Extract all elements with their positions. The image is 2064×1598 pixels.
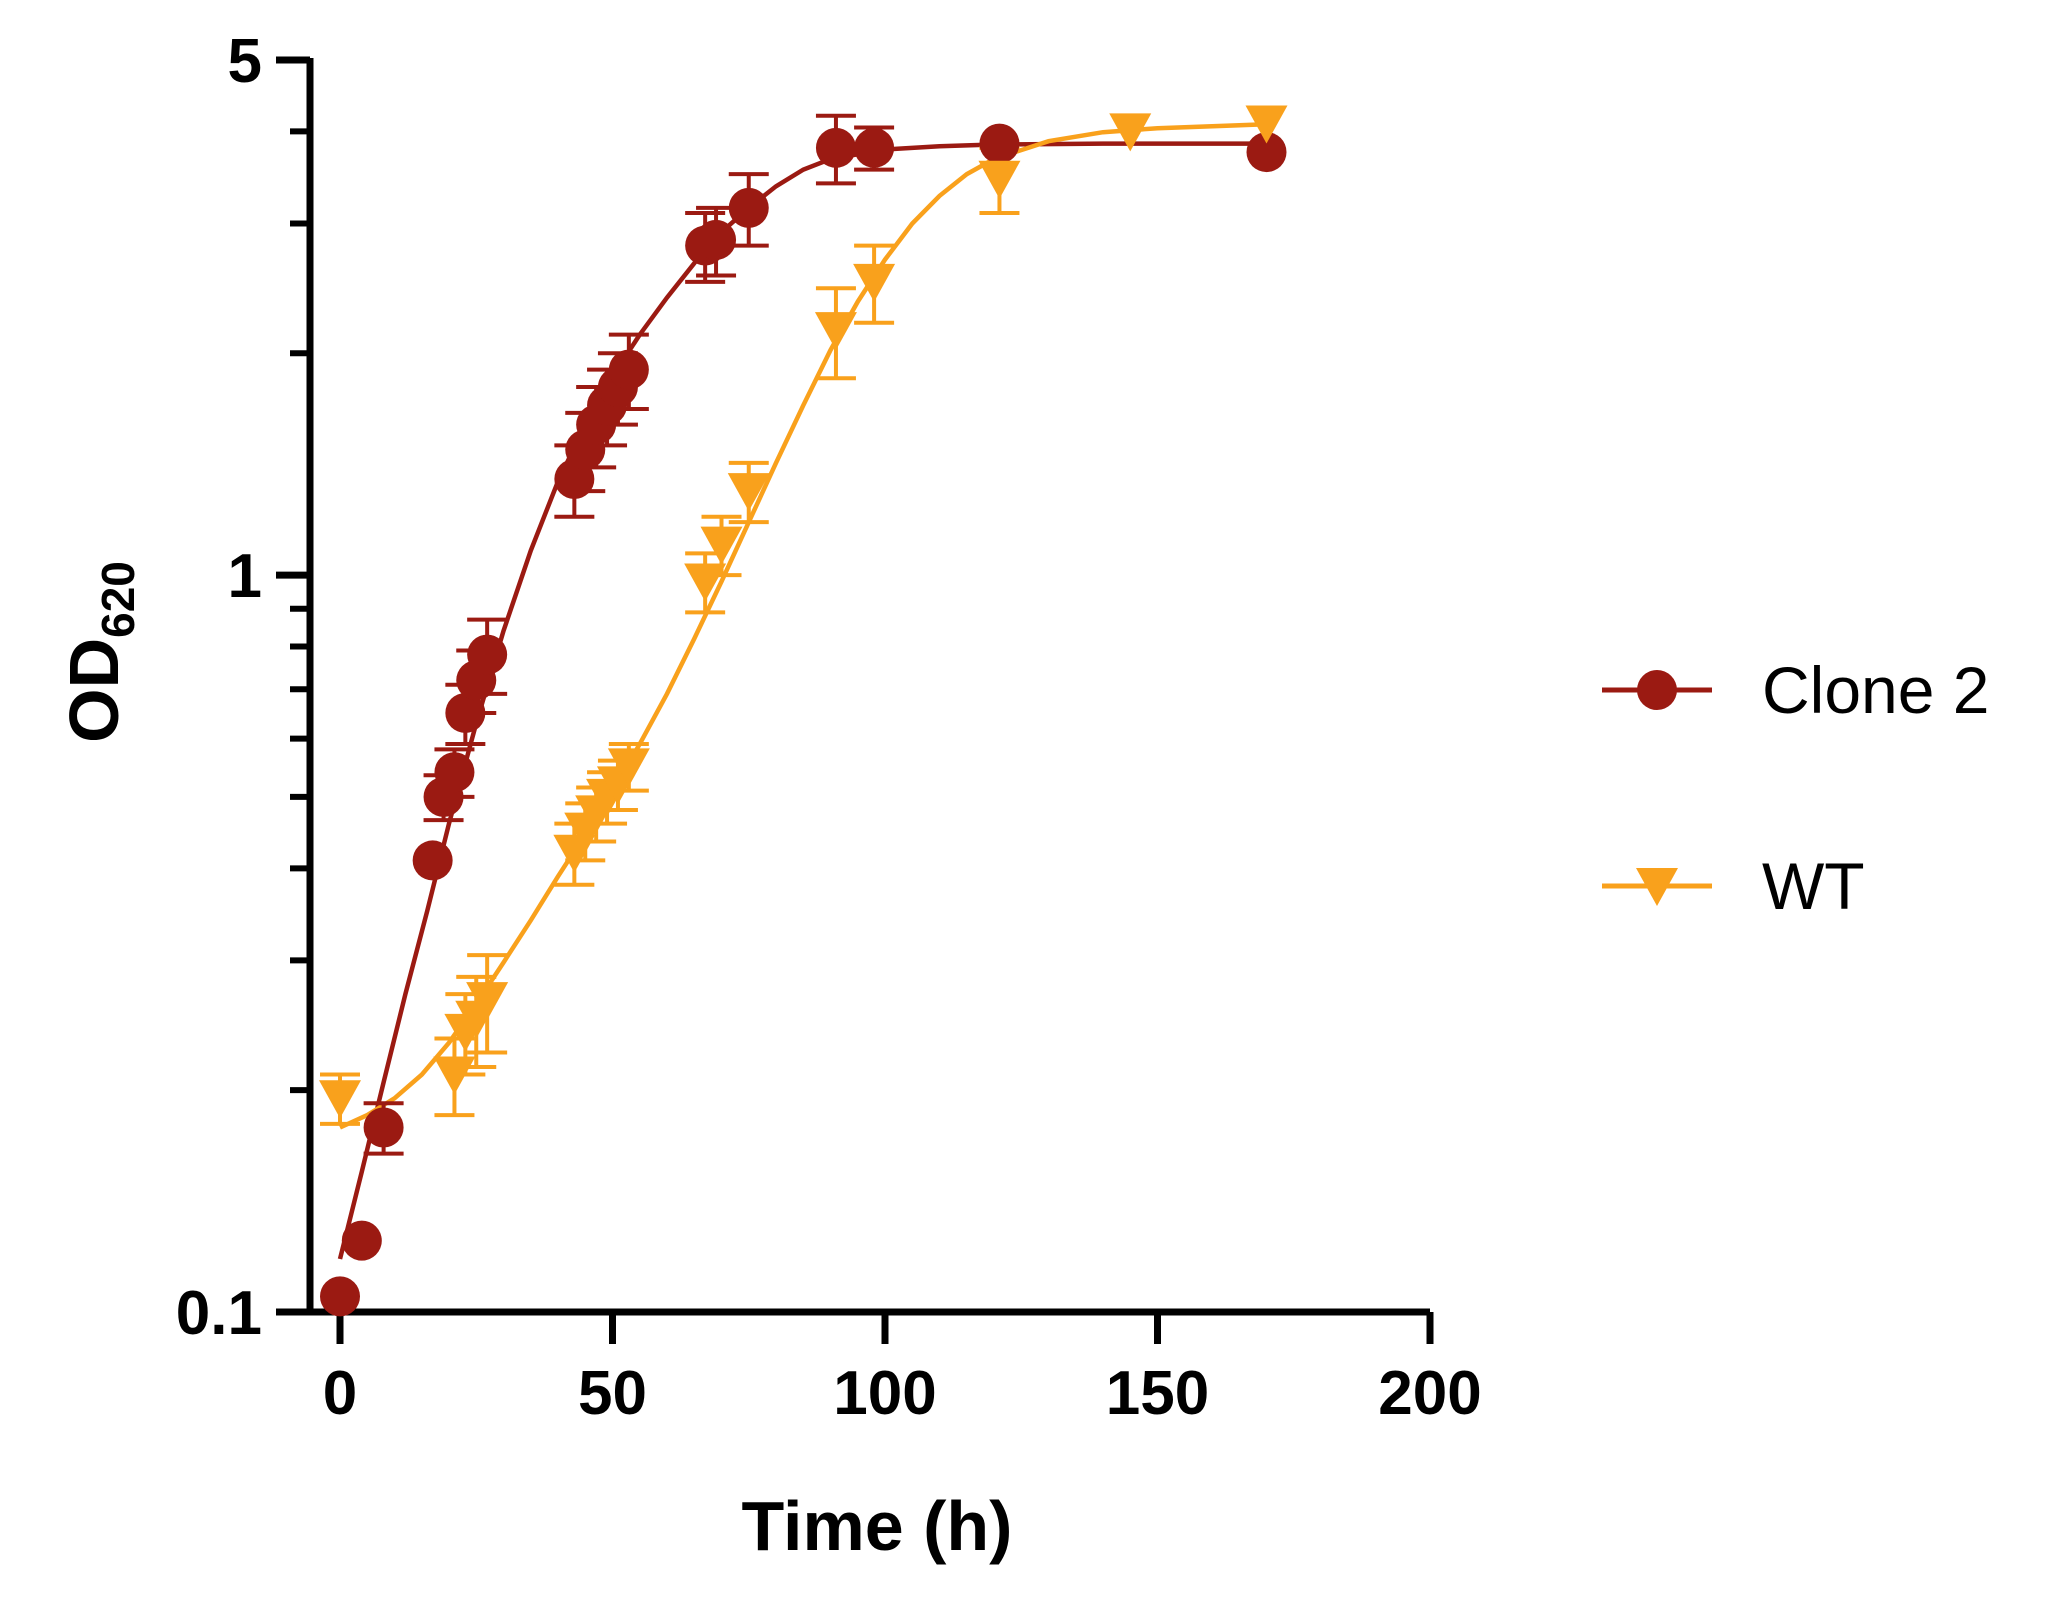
y-tick-label: 0.1	[176, 1279, 262, 1348]
legend-item-wt: WT	[1602, 849, 1865, 923]
wt-point	[1109, 113, 1152, 152]
svg-text:OD620: OD620	[55, 561, 144, 743]
y-tick-label: 1	[228, 542, 262, 611]
legend-label: Clone 2	[1762, 653, 1990, 727]
y-axis-title-subscript: 620	[92, 561, 144, 638]
axes: 0 50 100 150 200 0.1 1 5	[176, 27, 1482, 1428]
wt-point	[853, 263, 896, 302]
x-tick-label: 200	[1378, 1359, 1481, 1428]
wt-point	[727, 473, 770, 512]
wt-point	[814, 312, 857, 351]
wt-point	[1245, 105, 1288, 144]
legend-item-clone-2: Clone 2	[1602, 653, 1990, 727]
clone-2-point	[434, 752, 475, 793]
legend: Clone 2 WT	[1602, 653, 1990, 923]
x-tick-label: 100	[833, 1359, 936, 1428]
wt-point	[433, 1056, 476, 1095]
clone-2-point	[412, 840, 453, 881]
y-tick-label: 5	[228, 27, 262, 96]
x-axis-title: Time (h)	[742, 1487, 1013, 1565]
wt-point	[684, 563, 727, 602]
clone-2-point	[815, 127, 856, 168]
clone-2-point	[341, 1220, 382, 1261]
legend-marker	[1636, 868, 1678, 906]
legend-marker	[1637, 670, 1677, 710]
clone-2-point	[696, 219, 737, 260]
clone-2-point	[1246, 132, 1287, 173]
clone-2-point	[320, 1276, 360, 1317]
clone-2-point	[854, 127, 895, 168]
clone-2-point	[363, 1107, 404, 1148]
y-axis-title: OD620	[55, 561, 144, 743]
x-tick-label: 150	[1106, 1359, 1209, 1428]
wt-point	[466, 982, 509, 1021]
wt-point	[319, 1080, 361, 1119]
wt-point	[700, 526, 743, 565]
legend-label: WT	[1762, 849, 1865, 923]
data-markers	[319, 105, 1288, 1317]
clone-2-point	[608, 349, 649, 390]
clone-2-point	[979, 123, 1020, 164]
wt-point	[607, 748, 650, 787]
x-tick-label: 0	[323, 1359, 357, 1428]
x-tick-label: 50	[578, 1359, 647, 1428]
wt-point	[978, 160, 1021, 199]
clone-2-point	[728, 187, 769, 228]
error-bars	[320, 113, 1020, 1156]
clone-2-point	[445, 692, 486, 733]
clone-2-point	[467, 634, 508, 675]
y-axis-title-main: OD	[55, 638, 133, 743]
